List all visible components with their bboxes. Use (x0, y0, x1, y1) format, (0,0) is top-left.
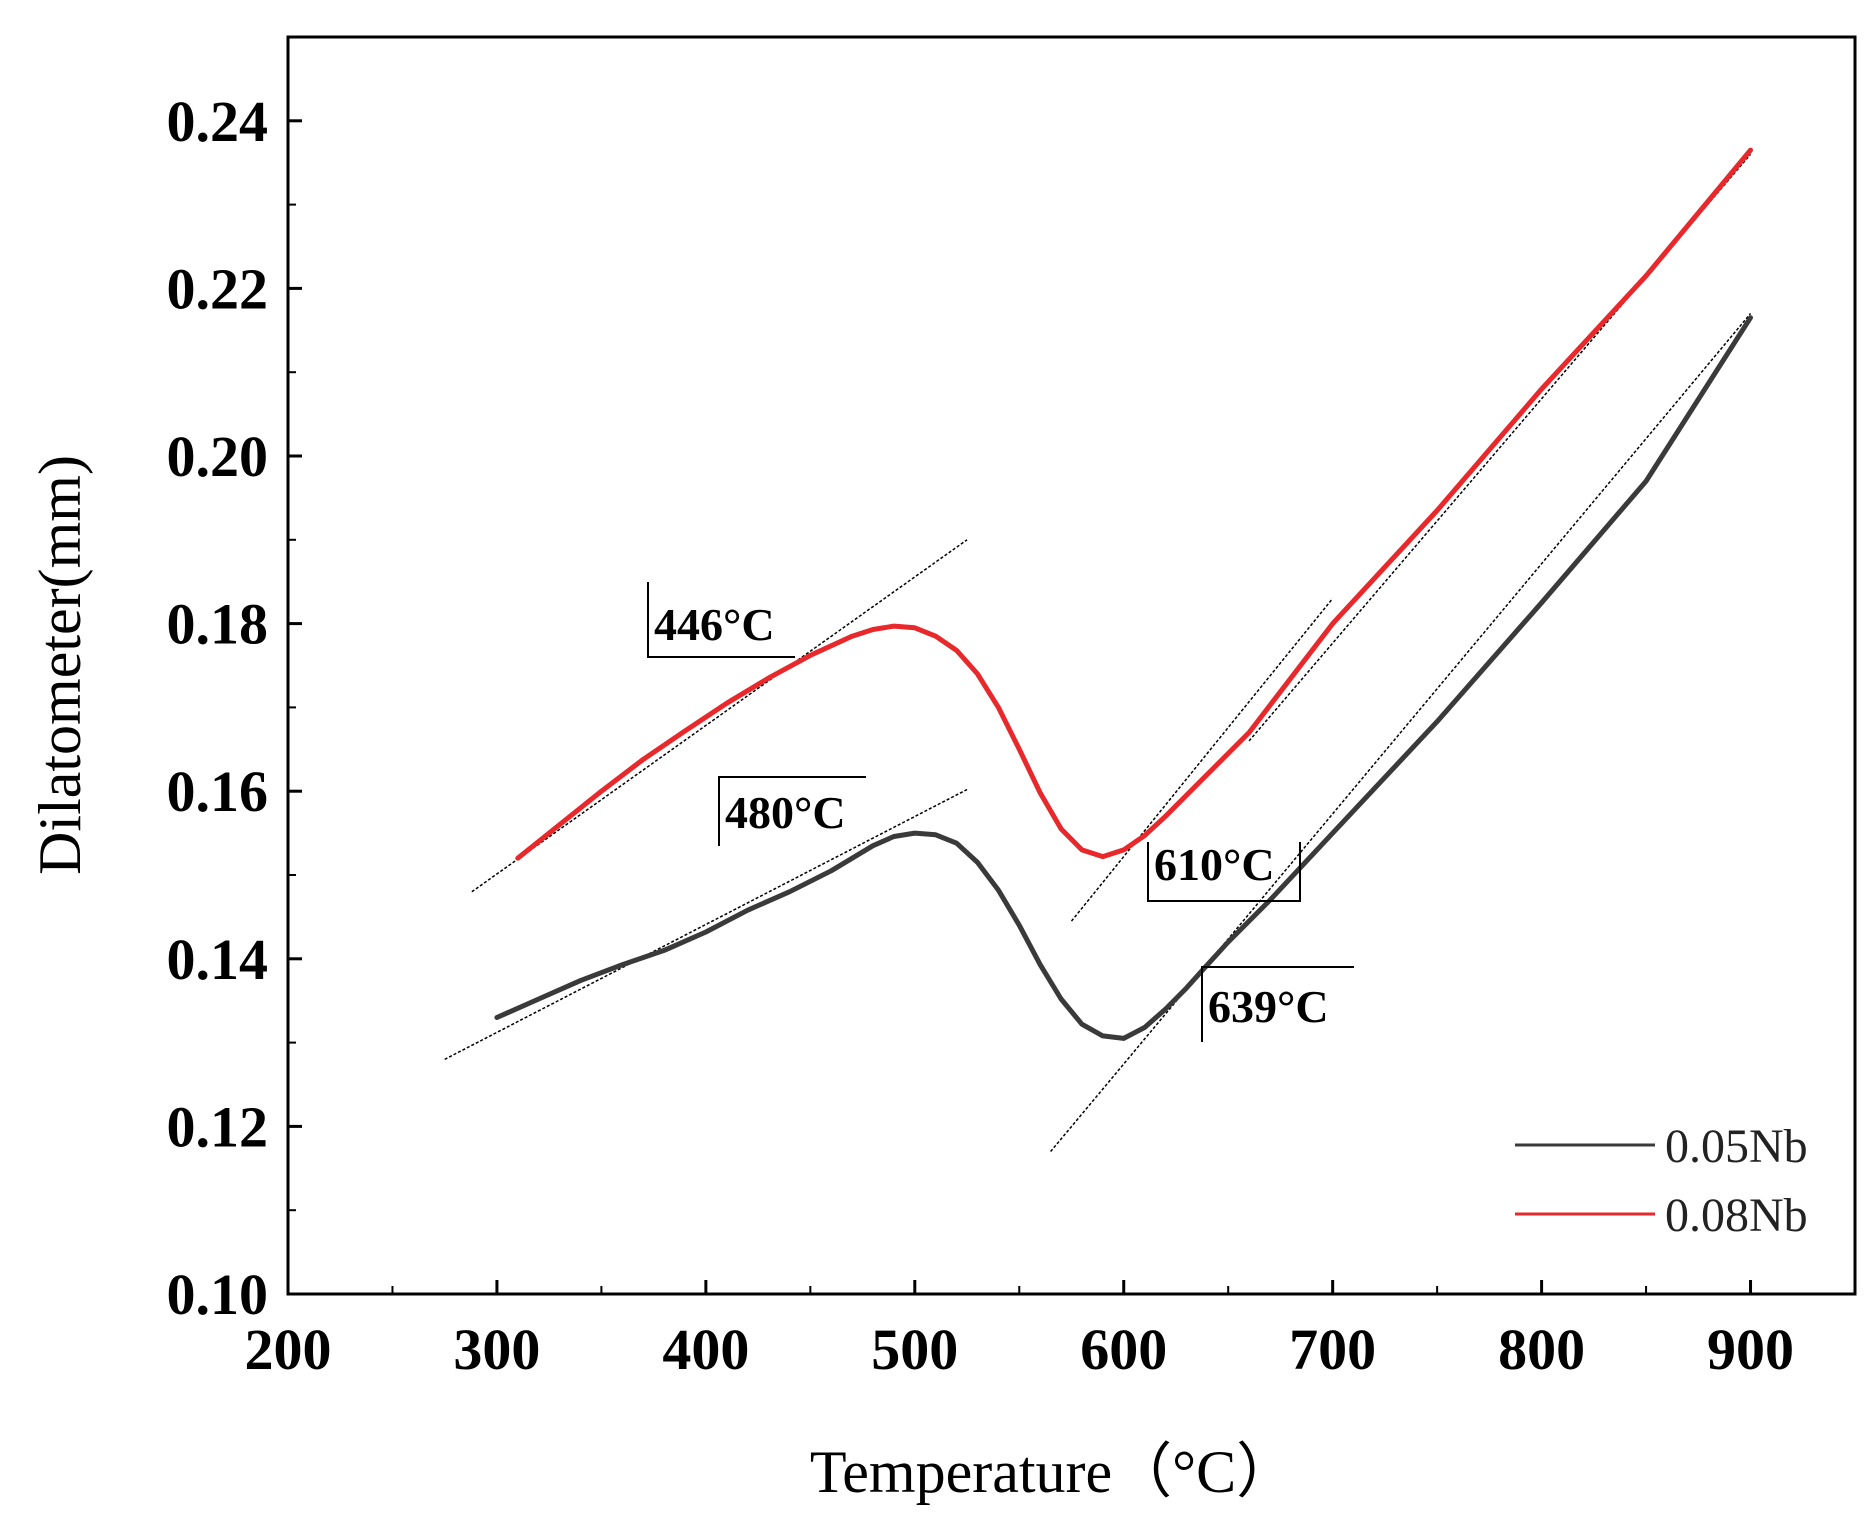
annotation-446-label: 446°C (654, 599, 775, 650)
x-tick-label: 800 (1498, 1317, 1585, 1382)
x-tick-label: 900 (1707, 1317, 1794, 1382)
legend: 0.05Nb 0.08Nb (1515, 1120, 1808, 1242)
x-tick-label: 500 (871, 1317, 958, 1382)
y-tick-label: 0.14 (167, 927, 269, 992)
annotation-610-label: 610°C (1154, 839, 1275, 890)
x-axis-title: Temperature（°C） (810, 1439, 1296, 1505)
annotation-639-label: 639°C (1208, 981, 1329, 1032)
x-tick-label: 300 (453, 1317, 540, 1382)
annotation-446-bracket (647, 582, 795, 658)
y-tick-label: 0.24 (167, 89, 269, 154)
x-tick-label: 700 (1289, 1317, 1376, 1382)
tangent-lines (444, 153, 1752, 1153)
legend-label-0.08nb: 0.08Nb (1665, 1189, 1808, 1242)
annotation-639: 639°C (1201, 966, 1354, 1042)
tangent-line-1 (471, 539, 968, 893)
y-tick-label: 0.20 (167, 424, 269, 489)
annotation-480-bracket (718, 776, 866, 846)
y-tick-label: 0.16 (167, 759, 269, 824)
tangent-line-5 (1248, 153, 1752, 742)
y-tick-label: 0.12 (167, 1094, 269, 1159)
y-tick-label: 0.18 (167, 592, 269, 657)
annotation-480: 480°C (718, 776, 866, 846)
y-axis: 0.10 0.12 0.14 0.16 0.18 0.20 0.22 0.24 (167, 89, 302, 1327)
series-line-0.08nb (515, 147, 1753, 861)
y-tick-label: 0.22 (167, 256, 269, 321)
x-tick-label: 400 (662, 1317, 749, 1382)
annotation-610: 610°C (1147, 839, 1301, 902)
x-tick-label: 600 (1080, 1317, 1167, 1382)
plot-frame (286, 35, 1857, 1296)
tangent-line-2 (444, 788, 968, 1061)
x-axis: 200 300 400 500 600 700 800 900 (245, 1280, 1794, 1382)
x-tick-label: 200 (245, 1317, 332, 1382)
annotation-446: 446°C (647, 582, 795, 658)
annotation-480-label: 480°C (725, 787, 846, 838)
y-tick-label: 0.10 (167, 1262, 269, 1327)
annotation-610-bracket (1147, 842, 1301, 902)
y-axis-title: Dilatometer(mm) (27, 455, 93, 875)
series-line-0.05nb (494, 315, 1753, 1041)
legend-label-0.05nb: 0.05Nb (1665, 1120, 1808, 1173)
tangent-line-4 (1050, 313, 1752, 1153)
tangent-line-3 (1070, 597, 1334, 922)
data-series (494, 147, 1753, 1041)
annotation-639-bracket (1201, 966, 1354, 1042)
